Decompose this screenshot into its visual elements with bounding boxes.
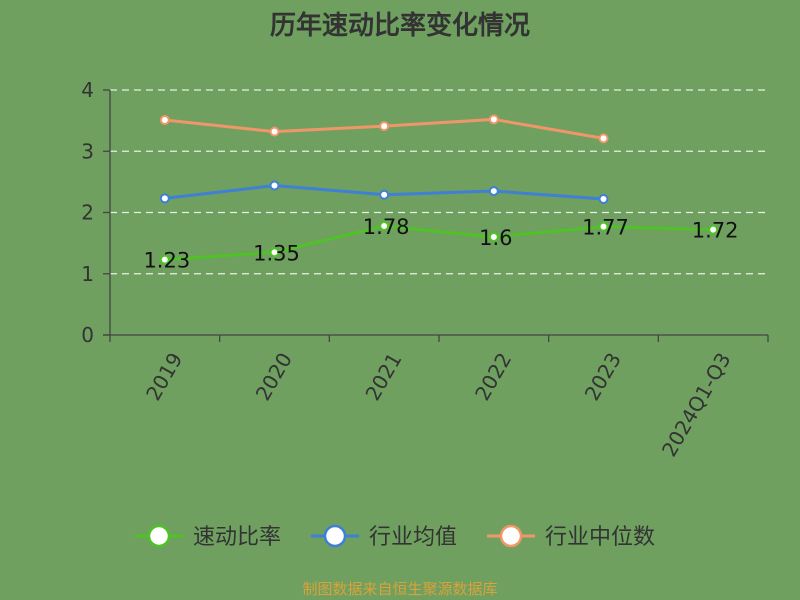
data-point <box>598 221 609 232</box>
data-point <box>598 133 609 144</box>
legend-marker <box>323 524 347 548</box>
data-label: 1.6 <box>479 226 512 250</box>
legend-item-2: 行业均值 <box>311 524 457 550</box>
legend-marker <box>499 524 523 548</box>
data-point <box>379 121 390 132</box>
data-point <box>379 220 390 231</box>
x-tick-label: 2022 <box>470 349 516 405</box>
data-point <box>159 115 170 126</box>
data-point <box>269 247 280 258</box>
x-tick-label: 2023 <box>580 349 626 405</box>
data-point <box>488 114 499 125</box>
legend-label: 行业均值 <box>369 525 457 550</box>
data-point <box>379 189 390 200</box>
data-label: 1.23 <box>143 249 190 273</box>
legend-label: 速动比率 <box>193 525 281 550</box>
data-point <box>269 126 280 137</box>
data-point <box>488 232 499 242</box>
x-tick-label: 2021 <box>360 349 406 405</box>
data-label: 1.77 <box>582 216 629 240</box>
series-line-1 <box>164 224 714 262</box>
source-note: 制图数据来自恒生聚源数据库 <box>302 580 497 598</box>
y-tick-label: 4 <box>81 78 94 102</box>
data-label: 1.78 <box>363 215 410 239</box>
x-tick-label: 2024Q1-Q3 <box>657 349 736 461</box>
legend-item-3: 行业中位数 <box>487 524 655 550</box>
data-point <box>159 254 170 265</box>
x-tick-label: 2020 <box>251 349 297 405</box>
y-tick-label: 3 <box>81 139 94 163</box>
data-label: 1.72 <box>692 219 739 243</box>
y-tick-label: 1 <box>81 262 94 286</box>
data-point <box>269 180 280 191</box>
y-tick-label: 0 <box>81 323 94 347</box>
legend-marker <box>147 524 171 548</box>
legend-label: 行业中位数 <box>545 525 655 550</box>
data-point <box>159 193 170 204</box>
data-point <box>598 194 609 205</box>
chart-title: 历年速动比率变化情况 <box>270 10 530 41</box>
x-tick-label: 2019 <box>141 349 187 405</box>
y-tick-label: 2 <box>81 201 94 225</box>
data-point <box>708 224 719 235</box>
legend-item-1: 速动比率 <box>135 524 281 550</box>
data-label: 1.35 <box>253 241 300 265</box>
data-point <box>488 186 499 197</box>
